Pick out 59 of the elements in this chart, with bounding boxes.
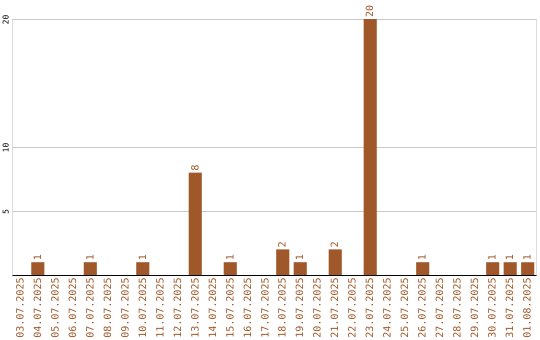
x-tick-label: 24.07.2025 (382, 278, 394, 338)
data-label: 8 (190, 164, 202, 171)
bar (486, 262, 500, 275)
x-tick-label: 31.07.2025 (505, 278, 516, 338)
bar (31, 262, 44, 275)
x-tick-label: 16.07.2025 (242, 278, 254, 338)
x-tick-label: 30.07.2025 (488, 278, 499, 338)
x-tick-label: 28.07.2025 (452, 278, 464, 338)
data-label: 1 (522, 254, 534, 260)
bar (188, 172, 202, 275)
y-tick-label: 5 (2, 208, 10, 214)
data-label: 1 (85, 254, 96, 260)
data-label: 1 (505, 254, 516, 260)
x-tick-label: 15.07.2025 (225, 278, 236, 338)
bar (364, 19, 377, 275)
x-tick-label: 06.07.2025 (68, 278, 79, 338)
x-tick-label: 09.07.2025 (120, 278, 132, 338)
bar (224, 262, 237, 275)
x-tick-label: 11.07.2025 (155, 278, 166, 338)
bar (276, 249, 290, 275)
x-tick-label: 27.07.2025 (435, 278, 446, 338)
data-label: 2 (278, 241, 289, 248)
data-label: 1 (138, 254, 149, 260)
x-tick-label: 13.07.2025 (190, 278, 202, 338)
x-tick-label: 03.07.2025 (15, 278, 26, 338)
bar (84, 262, 97, 275)
bar (136, 262, 150, 275)
x-tick-label: 23.07.2025 (365, 278, 376, 338)
x-tick-label: 18.07.2025 (278, 278, 289, 338)
bar (416, 262, 430, 275)
x-tick-label: 08.07.2025 (102, 278, 114, 338)
x-tick-label: 21.07.2025 (330, 278, 342, 338)
data-label: 2 (330, 241, 342, 248)
y-tick-label: 10 (2, 142, 10, 152)
x-tick-label: 20.07.2025 (312, 278, 324, 338)
data-label: 20 (365, 4, 376, 17)
x-tick-label: 01.08.2025 (522, 278, 534, 338)
data-label: 1 (32, 254, 44, 260)
data-label: 1 (225, 254, 236, 260)
bar (328, 249, 342, 275)
y-tick-label: 20 (2, 14, 10, 24)
bar (504, 262, 517, 275)
data-label: 1 (418, 254, 429, 260)
x-tick-label: 14.07.2025 (208, 278, 219, 338)
x-tick-label: 04.07.2025 (32, 278, 44, 338)
x-tick-label: 22.07.2025 (348, 278, 359, 338)
x-tick-label: 19.07.2025 (295, 278, 306, 338)
x-tick-label: 25.07.2025 (400, 278, 412, 338)
data-label: 1 (488, 254, 499, 260)
x-tick-label: 29.07.2025 (470, 278, 482, 338)
x-tick-label: 12.07.2025 (172, 278, 184, 338)
bar (294, 262, 307, 275)
data-label: 1 (295, 254, 306, 260)
bar (521, 262, 534, 275)
x-tick-label: 10.07.2025 (138, 278, 149, 338)
x-tick-label: 26.07.2025 (418, 278, 429, 338)
x-tick-label: 05.07.2025 (50, 278, 62, 338)
x-tick-label: 07.07.2025 (85, 278, 96, 338)
x-tick-label: 17.07.2025 (260, 278, 272, 338)
